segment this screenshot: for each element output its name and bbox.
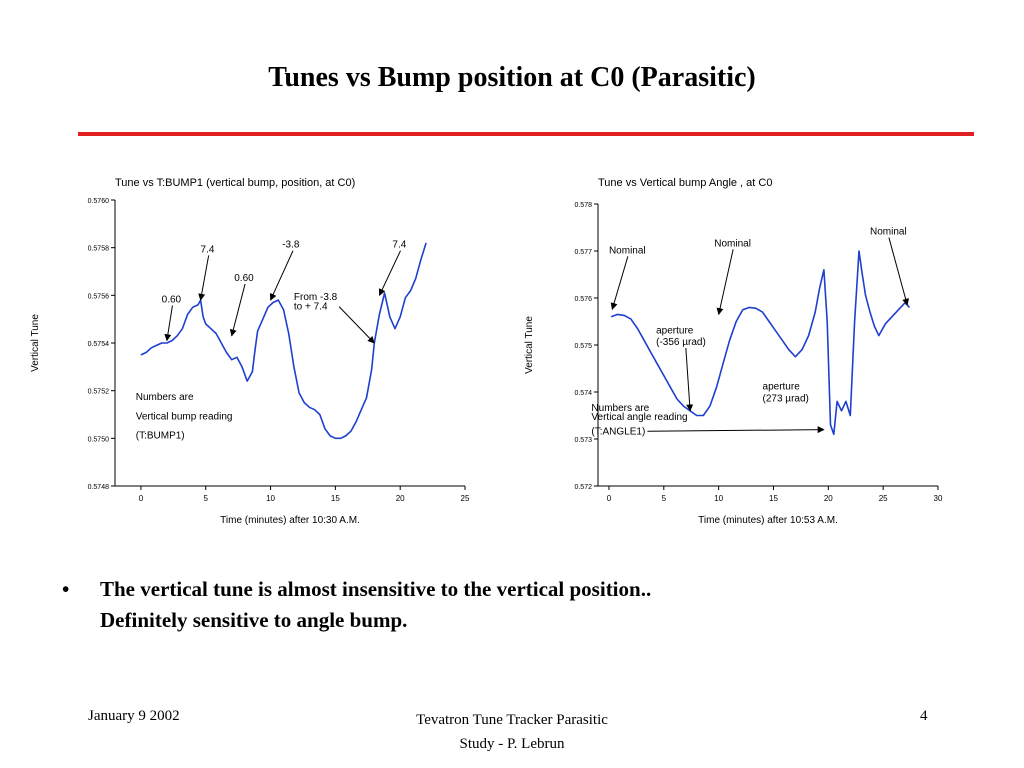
y-tick-label: 0.574 (574, 390, 592, 397)
series-line (140, 242, 427, 440)
x-tick-label: 5 (662, 494, 667, 503)
annotation-arrow (229, 283, 246, 337)
footer-date: January 9 2002 (88, 708, 180, 724)
x-tick-label: 15 (769, 494, 778, 503)
annotation-arrow (685, 347, 694, 412)
footer-page-number: 4 (920, 708, 928, 724)
y-tick-label: 0.5750 (88, 436, 110, 443)
y-tick-label: 0.5752 (88, 389, 110, 396)
chart-title: Tune vs Vertical bump Angle , at C0 (598, 177, 772, 189)
annotation-arrow (716, 249, 734, 316)
x-tick-label: 25 (461, 494, 470, 503)
bullet-line-1: The vertical tune is almost insensitive … (100, 577, 652, 601)
x-tick-label: 20 (824, 494, 833, 503)
footer-title-line-1: Tevatron Tune Tracker Parasitic (416, 712, 608, 728)
x-tick-label: 20 (396, 494, 405, 503)
x-axis-label: Time (minutes) after 10:53 A.M. (698, 515, 838, 526)
annotation-label: From -3.8 (294, 292, 338, 303)
x-tick-label: 10 (266, 494, 275, 503)
annotation-label: Numbers are (136, 392, 194, 403)
annotation-arrow (610, 256, 629, 310)
x-axis-label: Time (minutes) after 10:30 A.M. (220, 515, 360, 526)
x-tick-label: 0 (139, 494, 144, 503)
series-line (610, 250, 911, 436)
annotation-arrow (647, 426, 825, 434)
annotation-label: to + 7.4 (294, 302, 328, 313)
y-axis-label: Vertical Tune (524, 316, 535, 374)
annotation-label: -3.8 (282, 240, 300, 251)
annotation-label: aperture (656, 325, 694, 336)
x-tick-label: 30 (934, 494, 943, 503)
annotation-arrow (338, 306, 375, 344)
chart-bump-angle-svg: Tune vs Vertical bump Angle , at C0 0 5 10 1… (524, 177, 943, 526)
annotation-arrow (164, 305, 173, 342)
annotation-label: 0.60 (234, 273, 254, 284)
annotation-label: Nominal (714, 238, 751, 249)
x-tick-label: 25 (879, 494, 888, 503)
y-tick-label: 0.5760 (88, 198, 110, 205)
footer-title-line-2: Study - P. Lebrun (459, 736, 565, 752)
annotation-label: 7.4 (201, 244, 215, 255)
x-tick-label: 15 (331, 494, 340, 503)
annotation-label: Nominal (609, 245, 646, 256)
y-tick-label: 0.5754 (88, 341, 110, 348)
annotation-arrow (888, 237, 910, 306)
bullet-line-2: Definitely sensitive to angle bump. (100, 608, 408, 632)
slide-title: Tunes vs Bump position at C0 (Parasitic) (268, 62, 756, 93)
chart-title: Tune vs T:BUMP1 (vertical bump, position… (115, 177, 355, 189)
annotation-label: 0.60 (162, 294, 182, 305)
y-axis-label: Vertical Tune (30, 314, 41, 372)
chart-bump-position: Tune vs T:BUMP1 (vertical bump, position… (20, 168, 480, 538)
bullet-symbol: • (62, 577, 70, 601)
x-tick-label: 10 (714, 494, 723, 503)
y-tick-label: 0.575 (574, 343, 592, 350)
annotation-arrow (269, 250, 294, 301)
chart-bump-position-svg: Tune vs T:BUMP1 (vertical bump, position… (30, 177, 470, 526)
annotation-label: (T:BUMP1) (136, 430, 185, 441)
annotation-label: Nominal (870, 227, 907, 238)
y-tick-label: 0.572 (574, 484, 592, 491)
annotation-label: (T:ANGLE1) (591, 426, 645, 437)
annotation-arrow (198, 255, 210, 301)
y-tick-label: 0.578 (574, 202, 592, 209)
y-tick-label: 0.577 (574, 249, 592, 256)
y-tick-label: 0.5756 (88, 293, 110, 300)
annotation-label: 7.4 (392, 240, 406, 251)
y-tick-label: 0.576 (574, 296, 592, 303)
chart-bump-angle: Tune vs Vertical bump Angle , at C0 0 5 10 1… (518, 168, 958, 538)
annotation-label: Vertical angle reading (591, 412, 687, 423)
annotation-label: aperture (763, 382, 801, 393)
footer-title: Tevatron Tune Tracker Parasitic Study - … (362, 708, 662, 756)
y-tick-label: 0.5758 (88, 246, 110, 253)
title-rule (78, 132, 974, 136)
annotation-label: (273 µrad) (763, 393, 809, 404)
bullet-text: The vertical tune is almost insensitive … (100, 574, 960, 636)
annotation-arrow (378, 250, 401, 296)
x-tick-label: 5 (204, 494, 209, 503)
y-tick-label: 0.5748 (88, 484, 110, 491)
annotation-label: Numbers are (591, 403, 649, 414)
y-tick-label: 0.573 (574, 437, 592, 444)
x-tick-label: 0 (607, 494, 612, 503)
annotation-label: Vertical bump reading (136, 411, 233, 422)
annotation-label: (-356 µrad) (656, 337, 706, 348)
